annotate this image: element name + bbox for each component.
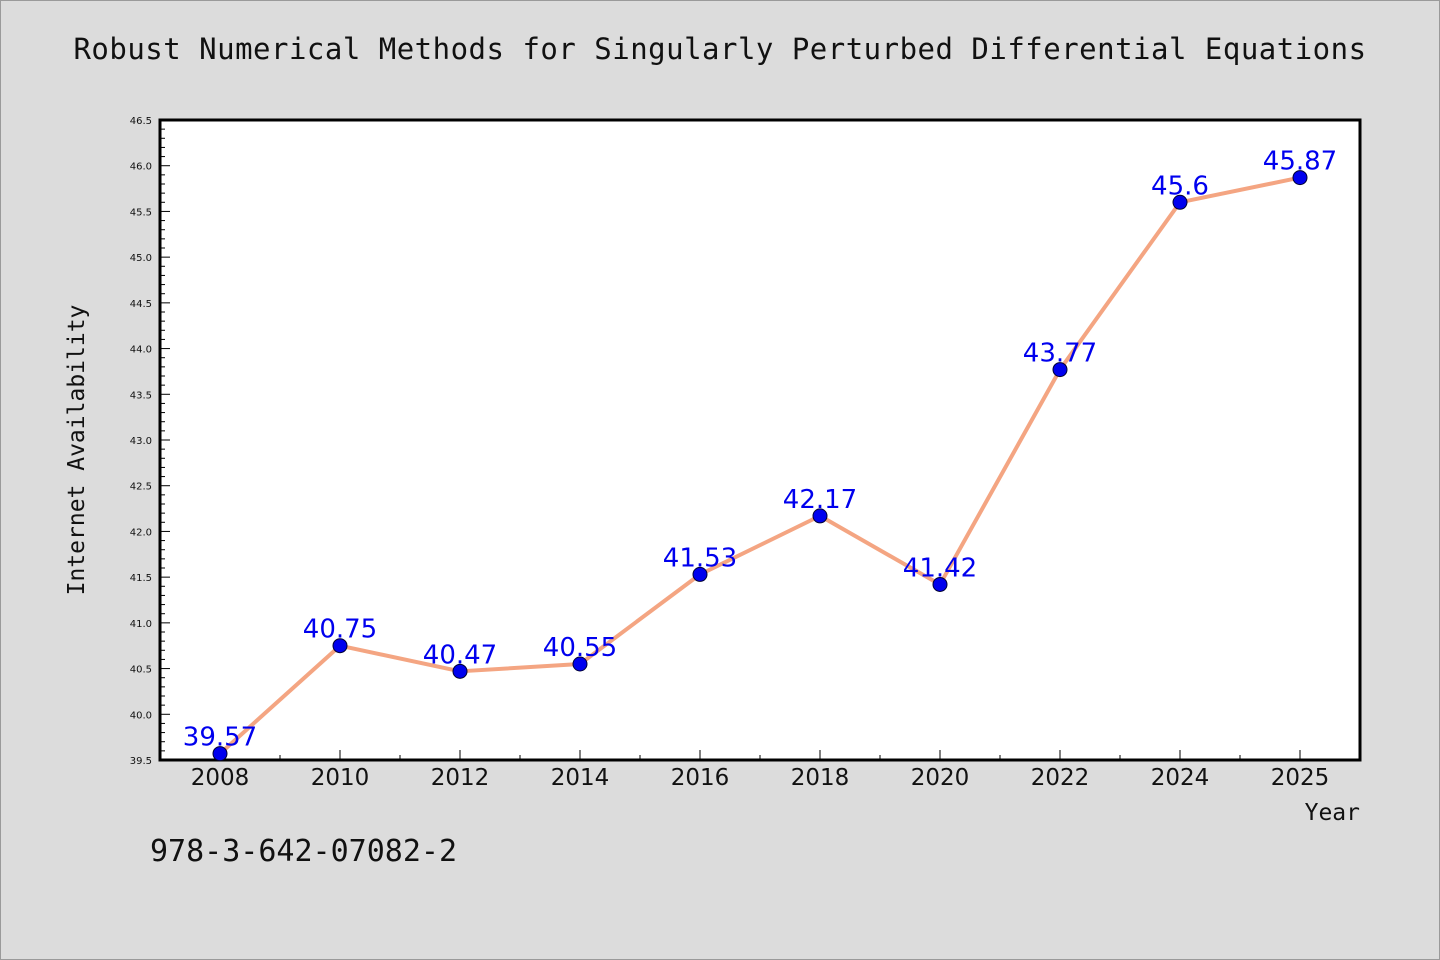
data-label: 39.57	[183, 723, 257, 753]
y-tick-label: 40.5	[130, 665, 152, 676]
x-tick-label: 2014	[551, 765, 610, 791]
data-label: 41.53	[663, 543, 737, 573]
data-point	[692, 566, 708, 582]
data-label: 45.6	[1151, 171, 1209, 201]
data-point	[452, 663, 468, 679]
y-axis: 39.5 40.0 40.5 41.0 41.5 42.0 42.5 43.0 43.5 44.0…	[130, 116, 170, 767]
isbn-label: 978-3-642-07082-2	[150, 834, 458, 869]
data-label: 40.55	[543, 633, 617, 663]
data-point	[1172, 194, 1188, 210]
chart-title: Robust Numerical Methods for Singularly …	[73, 32, 1367, 66]
data-labels: 39.57 40.75 40.47 40.55 41.53 42.17 41.42 43.77…	[183, 147, 1337, 753]
y-tick-label: 42.5	[130, 482, 152, 493]
y-tick-label: 45.0	[130, 253, 152, 264]
data-point	[332, 638, 348, 654]
data-label: 42.17	[783, 485, 857, 515]
y-tick-label: 43.5	[130, 390, 152, 401]
series-line	[218, 175, 1301, 756]
data-point	[932, 576, 948, 592]
y-tick-label: 46.5	[130, 116, 152, 127]
plot-area	[158, 118, 1362, 762]
y-tick-label: 44.5	[130, 299, 152, 310]
data-label: 43.77	[1023, 339, 1097, 369]
series-markers	[212, 170, 1308, 762]
y-tick-label: 40.0	[130, 710, 152, 721]
data-label: 41.42	[903, 553, 977, 583]
y-tick-label: 39.5	[130, 756, 152, 767]
y-tick-label: 46.0	[130, 162, 152, 173]
x-tick-label: 2020	[911, 765, 970, 791]
y-tick-label: 41.0	[130, 619, 152, 630]
x-tick-label: 2022	[1031, 765, 1090, 791]
data-point	[1292, 170, 1308, 186]
y-tick-label: 43.0	[130, 436, 152, 447]
y-tick-label: 42.0	[130, 527, 152, 538]
y-tick-label: 41.5	[130, 573, 152, 584]
x-tick-label: 2010	[311, 765, 370, 791]
x-axis-title: Year	[1305, 800, 1360, 826]
y-tick-label: 44.0	[130, 345, 152, 356]
y-tick-label: 45.5	[130, 207, 152, 218]
y-axis-title: Internet Availability	[64, 305, 90, 596]
data-label: 40.47	[423, 640, 497, 670]
x-tick-label: 2025	[1271, 765, 1330, 791]
data-label: 45.87	[1263, 147, 1337, 177]
x-tick-label: 2012	[431, 765, 490, 791]
x-tick-label: 2016	[671, 765, 730, 791]
data-point	[212, 746, 228, 762]
data-label: 40.75	[303, 615, 377, 645]
x-tick-label: 2008	[191, 765, 250, 791]
data-point	[1052, 362, 1068, 378]
x-axis: 2008 2010 2012 2014 2016 2018 2020 2022 2024 2025	[191, 750, 1330, 791]
x-tick-label: 2018	[791, 765, 850, 791]
data-point	[572, 656, 588, 672]
data-point	[812, 508, 828, 524]
x-tick-label: 2024	[1151, 765, 1210, 791]
